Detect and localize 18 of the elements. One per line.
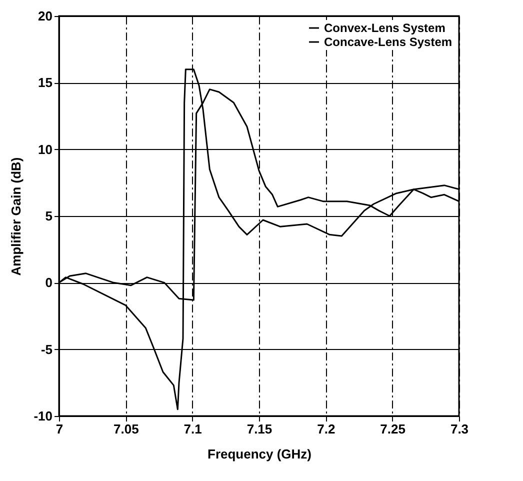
legend-label: Convex-Lens System [324, 21, 446, 35]
y-tick-label: -5 [40, 342, 52, 357]
x-axis-title: Frequency (GHz) [207, 446, 312, 462]
y-tick-label: 10 [38, 142, 52, 157]
y-tick-label: 0 [45, 275, 52, 290]
x-tick-label: 7 [56, 422, 64, 436]
legend-label: Concave-Lens System [324, 35, 452, 49]
x-tick-label: 7.3 [450, 422, 469, 436]
y-tick-label: 15 [38, 75, 52, 90]
y-tick-label: 5 [45, 208, 52, 224]
x-tick-label: 7.1 [184, 422, 202, 436]
y-tick-label: -10 [34, 408, 52, 424]
y-tick-label: 20 [38, 8, 52, 24]
x-tick-label: 7.2 [317, 422, 336, 436]
y-axis-title: Amplifier Gain (dB) [8, 157, 24, 276]
x-tick-label: 7.05 [114, 422, 139, 436]
x-tick-label: 7.15 [246, 422, 272, 436]
x-tick-label: 7.25 [380, 422, 406, 436]
